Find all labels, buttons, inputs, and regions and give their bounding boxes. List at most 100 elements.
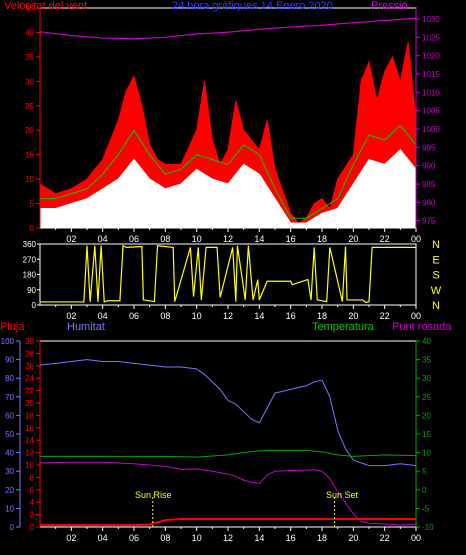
pressure-axis-title: Pressió (371, 0, 408, 12)
humidity-x-tick-label: 12 (223, 533, 233, 543)
rain-y-tick-label: 24 (25, 374, 34, 383)
wind-x-tick-label: 00 (411, 234, 421, 244)
wind-y-tick-label: 45 (25, 4, 34, 13)
compass-label: E (432, 254, 439, 266)
temperature-y-tick-label: 20 (422, 411, 431, 420)
pressure-y-tick-label: 990 (422, 162, 436, 171)
humidity-y-tick-label: 60 (5, 411, 14, 420)
rain-y-tick-label: 20 (25, 399, 34, 408)
wind-direction-line (40, 244, 416, 304)
humidity-y-tick-label: 20 (5, 486, 14, 495)
pressure-y-tick-label: 1025 (422, 33, 440, 42)
humidity-x-tick-label: 16 (286, 533, 296, 543)
humidity-x-tick-label: 00 (411, 533, 421, 543)
dewpoint-line (39, 461, 417, 526)
pressure-y-tick-label: 1020 (422, 52, 440, 61)
temperature-y-tick-label: 15 (422, 430, 431, 439)
pressure-y-tick-label: 980 (422, 198, 436, 207)
rain-y-tick-label: 2 (30, 511, 35, 520)
wind-x-tick-label: 02 (66, 234, 76, 244)
wind-y-tick-label: 40 (25, 28, 34, 37)
humidity-line (39, 359, 417, 467)
temperature-line (40, 449, 417, 458)
humidity-y-tick-label: 80 (5, 374, 14, 383)
rain-line (40, 517, 416, 527)
humidity-y-tick-label: 0 (10, 523, 15, 532)
rain-y-tick-label: 30 (25, 337, 34, 346)
compass-label: N (432, 300, 440, 312)
sun-set-label: Sun Set (326, 490, 359, 500)
wind-y-tick-label: 15 (25, 151, 34, 160)
humidity-axis-title: Humitat (67, 321, 105, 333)
humidity-panel-frame (39, 340, 417, 528)
rain-y-tick-label: 8 (30, 473, 35, 482)
wind-y-tick-label: 5 (30, 200, 35, 209)
rain-y-tick-label: 10 (25, 461, 34, 470)
humidity-x-tick-label: 02 (66, 533, 76, 543)
temperature-y-tick-label: -5 (422, 504, 430, 513)
dewpoint-axis-title: Punt rosada (392, 321, 452, 333)
wind-y-tick-label: 10 (25, 175, 34, 184)
rain-y-tick-label: 18 (25, 411, 34, 420)
rain-y-tick-label: 0 (30, 523, 35, 532)
pressure-line (39, 17, 417, 40)
humidity-x-tick-label: 08 (160, 533, 170, 543)
humidity-y-tick-label: 90 (5, 356, 14, 365)
pressure-y-tick-label: 995 (422, 143, 436, 152)
temperature-y-tick-label: 40 (422, 337, 431, 346)
direction-x-tick-label: 08 (160, 311, 170, 321)
direction-y-tick-label: 270 (23, 255, 37, 264)
temperature-y-tick-label: 25 (422, 393, 431, 402)
direction-x-tick-label: 22 (380, 311, 390, 321)
humidity-y-tick-label: 10 (5, 504, 14, 513)
wind-x-tick-label: 08 (160, 234, 170, 244)
pressure-y-tick-label: 1030 (422, 15, 440, 24)
pressure-y-tick-label: 1005 (422, 107, 440, 116)
wind-x-tick-label: 04 (98, 234, 108, 244)
wind-x-tick-label: 16 (286, 234, 296, 244)
humidity-x-tick-label: 06 (129, 533, 139, 543)
pressure-y-tick-label: 985 (422, 180, 436, 189)
humidity-x-tick-label: 22 (380, 533, 390, 543)
wind-x-tick-label: 06 (129, 234, 139, 244)
compass-label: N (432, 239, 440, 251)
compass-label: S (432, 270, 439, 282)
pressure-y-tick-label: 1015 (422, 70, 440, 79)
rain-y-tick-label: 26 (25, 362, 34, 371)
temperature-y-tick-label: 35 (422, 356, 431, 365)
rain-y-tick-label: 16 (25, 424, 34, 433)
temperature-axis-title: Temperatura (312, 321, 374, 333)
direction-y-tick-label: 360 (23, 240, 37, 249)
rain-y-tick-label: 6 (30, 486, 35, 495)
wind-x-tick-label: 18 (317, 234, 327, 244)
temperature-y-tick-label: -10 (422, 523, 434, 532)
pressure-y-tick-label: 1000 (422, 125, 440, 134)
humidity-x-tick-label: 18 (317, 533, 327, 543)
pressure-y-tick-label: 1010 (422, 88, 440, 97)
rain-y-tick-label: 14 (25, 436, 34, 445)
direction-y-tick-label: 0 (32, 301, 37, 310)
rain-y-tick-label: 4 (30, 498, 35, 507)
sun-rise-label: Sun Rise (135, 490, 172, 500)
wind-x-tick-label: 20 (348, 234, 358, 244)
humidity-y-tick-label: 70 (5, 393, 14, 402)
wind-x-tick-label: 12 (223, 234, 233, 244)
wind-x-tick-label: 22 (380, 234, 390, 244)
humidity-y-tick-label: 50 (5, 430, 14, 439)
humidity-x-tick-label: 04 (98, 533, 108, 543)
wind-y-tick-label: 30 (25, 77, 34, 86)
wind-y-tick-label: 0 (30, 224, 35, 233)
wind-y-tick-label: 35 (25, 53, 34, 62)
humidity-y-tick-label: 100 (1, 337, 15, 346)
wind-gust-area (39, 149, 417, 229)
compass-label: W (431, 285, 442, 297)
wind-y-tick-label: 25 (25, 102, 34, 111)
wind-x-tick-label: 14 (254, 234, 264, 244)
pressure-y-tick-label: 975 (422, 217, 436, 226)
chart-title: 24 hora gràfiques 14 Enero 2020 (172, 0, 333, 12)
direction-x-tick-label: 06 (129, 311, 139, 321)
wind-x-tick-label: 10 (192, 234, 202, 244)
direction-x-tick-label: 20 (348, 311, 358, 321)
rain-y-tick-label: 22 (25, 387, 34, 396)
